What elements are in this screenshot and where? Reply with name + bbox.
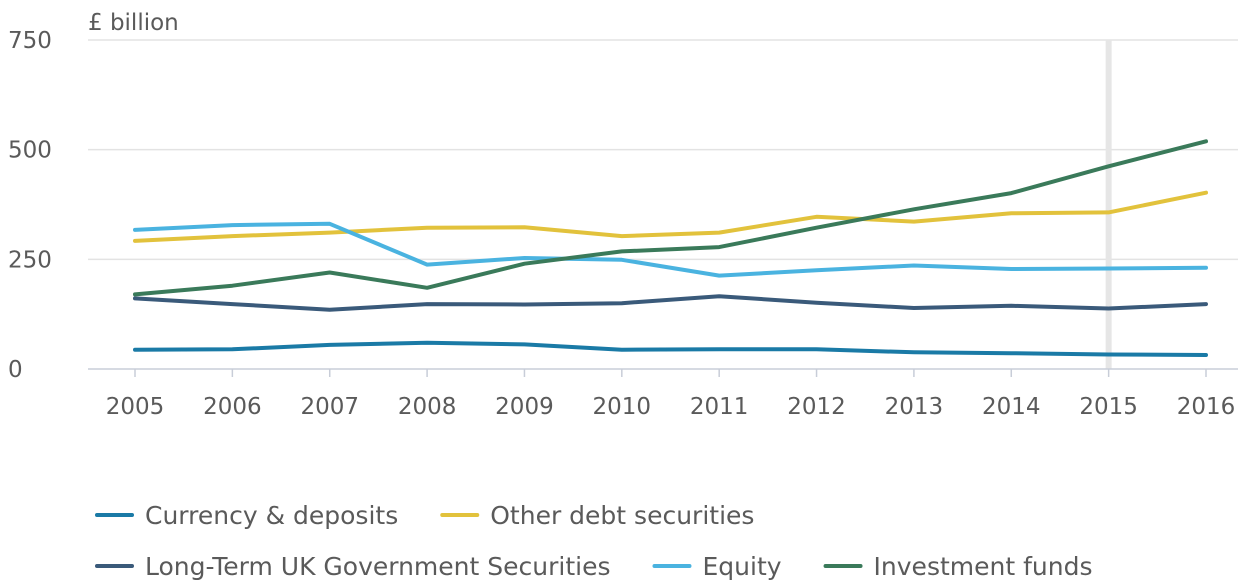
x-tick-label: 2007 xyxy=(300,394,359,420)
y-axis-labels: 0 250 500 750 xyxy=(8,28,52,383)
y-tick-label: 0 xyxy=(8,357,23,383)
legend-label-currency-deposits: Currency & deposits xyxy=(145,501,398,530)
legend-label-equity: Equity xyxy=(702,552,781,580)
y-tick-label: 250 xyxy=(8,247,52,273)
x-tick-label: 2009 xyxy=(495,394,554,420)
legend-label-other-debt-securities: Other debt securities xyxy=(490,501,754,530)
x-tick-label: 2005 xyxy=(106,394,165,420)
series-line-other-debt-securities xyxy=(133,190,1208,243)
y-axis-unit-label: £ billion xyxy=(88,10,179,36)
series-line-equity xyxy=(133,221,1208,278)
y-tick-label: 500 xyxy=(8,138,52,164)
series-line-investment-funds xyxy=(133,139,1208,297)
x-tick-label: 2014 xyxy=(982,394,1041,420)
x-tick-label: 2010 xyxy=(593,394,652,420)
gridlines xyxy=(88,39,1238,261)
x-tick-label: 2016 xyxy=(1177,394,1236,420)
y-tick-label: 750 xyxy=(8,28,52,54)
x-tick-label: 2006 xyxy=(203,394,262,420)
x-tick-label: 2015 xyxy=(1079,394,1138,420)
legend-label-long-term-uk-government-securities: Long-Term UK Government Securities xyxy=(145,552,610,580)
series-line-long-term-uk-government-securities xyxy=(133,294,1208,312)
series-lines xyxy=(133,139,1208,357)
x-tick-label: 2008 xyxy=(398,394,457,420)
x-axis-ticks xyxy=(134,369,1207,377)
series-line-currency-deposits xyxy=(133,340,1208,357)
legend-label-investment-funds: Investment funds xyxy=(874,552,1093,580)
highlight-band xyxy=(1105,40,1112,369)
x-axis-labels: 2005 2006 2007 2008 2009 2010 2011 2012 2013 2014… xyxy=(106,394,1236,420)
legend: Currency & deposits Other debt securities… xyxy=(95,501,1093,580)
x-tick-label: 2013 xyxy=(885,394,944,420)
x-tick-label: 2012 xyxy=(787,394,846,420)
x-tick-label: 2011 xyxy=(690,394,749,420)
